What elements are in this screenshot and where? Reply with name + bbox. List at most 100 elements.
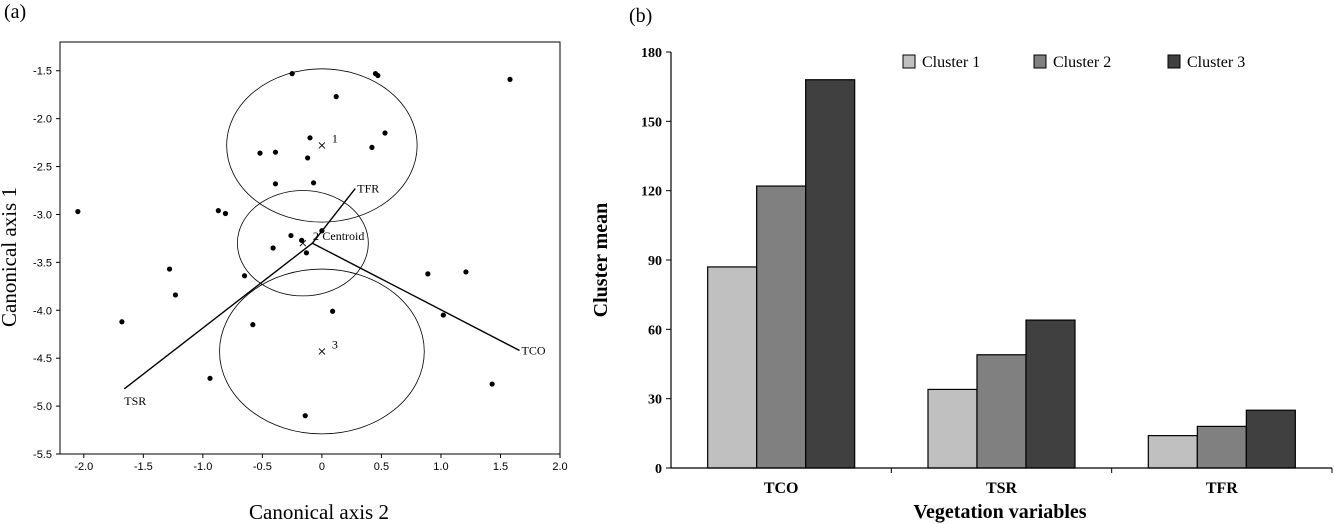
scatter-point xyxy=(172,292,179,298)
legend-swatch-cluster-3 xyxy=(1167,54,1181,69)
scatter-point xyxy=(241,273,248,279)
y-tick-label: -4.0 xyxy=(33,305,52,317)
centroid-label: Centroid xyxy=(322,229,364,243)
x-tick-label: 1.0 xyxy=(433,461,448,473)
y-tick-label: -3.0 xyxy=(33,209,52,221)
category-label-tsr: TSR xyxy=(986,480,1018,497)
bar-tfr-cluster-1 xyxy=(1147,435,1198,469)
scatter-point xyxy=(257,150,263,156)
y-tick-label: 60 xyxy=(648,323,662,338)
bar-category-labels: TCO TSR TFR xyxy=(764,468,1333,497)
scatter-point xyxy=(333,94,339,100)
y-tick-label: -3.5 xyxy=(33,257,52,269)
cluster-label-3: 3 xyxy=(332,337,338,351)
y-tick-label: -1.5 xyxy=(33,66,52,78)
scatter-point xyxy=(119,319,125,325)
scatter-point xyxy=(369,144,375,150)
y-tick-label: 180 xyxy=(641,46,662,61)
scatter-point xyxy=(310,180,317,186)
legend-label-cluster-2: Cluster 2 xyxy=(1053,54,1111,71)
scatter-point xyxy=(270,245,276,251)
category-label-tfr: TFR xyxy=(1206,480,1238,497)
legend-swatch-cluster-2 xyxy=(1033,54,1047,69)
scatter-point xyxy=(302,413,308,419)
y-tick-label: 150 xyxy=(641,115,662,130)
scatter-point xyxy=(440,312,446,318)
scatter-y-ticks: -1.5 -2.0 -2.5 -3.0 -3.5 -4.0 -4.5 -5.0 -5.5 xyxy=(33,66,60,461)
scatter-points xyxy=(75,71,513,419)
scatter-point xyxy=(507,76,513,82)
y-tick-label: 0 xyxy=(655,462,662,477)
bar-tco-cluster-3 xyxy=(805,79,856,469)
cluster-ellipse-2 xyxy=(236,190,369,297)
scatter-y-axis-label: Canonical axis 1 xyxy=(0,187,21,327)
vector-tsr xyxy=(123,242,313,390)
scatter-point xyxy=(489,381,495,387)
scatter-point xyxy=(272,181,279,187)
y-tick-label: -5.0 xyxy=(33,401,52,413)
x-tick-label: -1.0 xyxy=(193,461,212,473)
bar-y-ticks: 0 30 60 90 120 150 180 xyxy=(641,46,671,477)
scatter-point xyxy=(75,208,81,215)
scatter-point xyxy=(299,237,305,243)
bar-tsr-cluster-1 xyxy=(927,388,978,469)
cluster-label-1: 1 xyxy=(332,131,338,145)
legend-swatch-cluster-1 xyxy=(902,54,916,69)
legend-label-cluster-3: Cluster 3 xyxy=(1187,54,1245,71)
scatter-point xyxy=(330,308,336,314)
y-tick-label: -5.5 xyxy=(33,449,52,461)
legend-label-cluster-1: Cluster 1 xyxy=(922,54,980,71)
variable-vectors: TFR TCO TSR Centroid xyxy=(123,182,546,408)
scatter-point xyxy=(207,375,213,381)
scatter-point xyxy=(375,72,381,79)
cluster-ellipse-3 xyxy=(219,268,425,435)
cluster-label-2: 2 xyxy=(313,229,319,243)
y-tick-label: 90 xyxy=(648,254,662,269)
scatter-plot-area xyxy=(59,41,561,455)
scatter-point xyxy=(305,155,311,161)
bar-y-axis-label: Cluster mean xyxy=(590,203,612,318)
vector-tfr xyxy=(311,188,356,244)
bar-tfr-cluster-2 xyxy=(1196,425,1247,469)
scatter-point xyxy=(307,135,313,141)
x-tick-label: 0 xyxy=(319,461,325,473)
vector-tco xyxy=(312,242,520,352)
scatter-point xyxy=(303,250,310,256)
x-tick-label: -2.0 xyxy=(74,461,93,473)
y-tick-label: 30 xyxy=(648,393,662,408)
bar-x-axis-label: Vegetation variables xyxy=(913,501,1086,523)
scatter-point xyxy=(166,266,173,272)
cluster-centroid-marker-3 xyxy=(318,348,326,355)
panel-a-label: (a) xyxy=(4,1,26,23)
scatter-point xyxy=(222,210,229,217)
cluster-centroid-marker-1 xyxy=(318,142,326,149)
scatter-point xyxy=(250,322,256,328)
bar-tco-cluster-1 xyxy=(707,266,758,469)
bar-tsr-cluster-2 xyxy=(976,354,1027,469)
scatter-point xyxy=(425,271,431,277)
y-tick-label: 120 xyxy=(641,185,662,200)
vector-label-tsr: TSR xyxy=(124,394,146,408)
vector-label-tco: TCO xyxy=(522,344,546,358)
cluster-ellipses: 1 2 3 xyxy=(219,68,425,435)
panel-b-label: (b) xyxy=(629,5,652,27)
scatter-point xyxy=(215,208,221,214)
x-tick-label: -0.5 xyxy=(253,461,272,473)
scatter-point xyxy=(272,149,279,155)
scatter-point xyxy=(319,228,325,234)
bar-series xyxy=(707,79,1296,469)
x-tick-label: 0.5 xyxy=(374,461,389,473)
y-tick-label: -2.5 xyxy=(33,162,52,174)
scatter-x-ticks: -2.0 -1.5 -1.0 -0.5 0 0.5 1.0 1.5 2.0 xyxy=(74,454,568,473)
scatter-point xyxy=(288,232,294,239)
cluster-ellipse-1 xyxy=(226,68,418,223)
y-tick-label: -4.5 xyxy=(33,353,52,365)
y-tick-label: -2.0 xyxy=(33,114,52,126)
x-tick-label: 2.0 xyxy=(552,461,567,473)
scatter-point xyxy=(382,130,388,136)
scatter-point xyxy=(463,269,469,275)
bar-tfr-cluster-3 xyxy=(1245,409,1296,469)
scatter-x-axis-label: Canonical axis 2 xyxy=(249,500,389,524)
scatter-point xyxy=(289,71,295,77)
bar-tco-cluster-2 xyxy=(756,185,807,469)
